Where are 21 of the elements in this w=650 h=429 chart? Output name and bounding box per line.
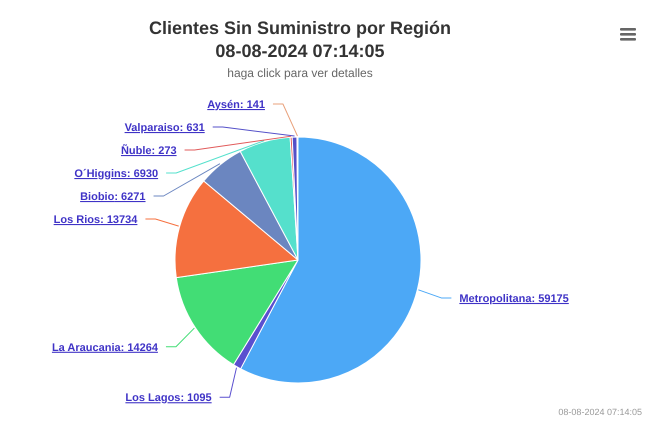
data-label: : 14264 (120, 342, 159, 354)
slice-label: Los Lagos (125, 392, 180, 404)
data-label: : 1095 (180, 392, 212, 404)
slice-label: Ñuble (120, 144, 152, 157)
chart-title: Clientes Sin Suministro por Región 08-08-2024 07:14:05 (148, 18, 452, 61)
data-label: : 6271 (114, 191, 146, 203)
slice-label: Metropolitana (459, 292, 532, 305)
data-label: : 631 (180, 122, 205, 134)
data-label: : 273 (152, 145, 177, 157)
text: 08-08-2024 07:14:05 (558, 407, 642, 417)
data-label: : 6930 (126, 168, 158, 180)
slice-label: Aysén (207, 99, 240, 111)
data-label: : 13734 (100, 214, 138, 226)
slice-label: La Araucania (52, 342, 122, 354)
data-label: : 59175 (531, 292, 569, 305)
slice-label: Valparaiso (124, 122, 180, 134)
slice-label: Los Rios (54, 214, 100, 226)
slice-label: Biobio (80, 191, 115, 203)
data-label: : 141 (240, 99, 265, 111)
chart-subtitle: haga click para ver detalles (227, 66, 373, 80)
slice-label: O´Higgins (74, 168, 127, 180)
